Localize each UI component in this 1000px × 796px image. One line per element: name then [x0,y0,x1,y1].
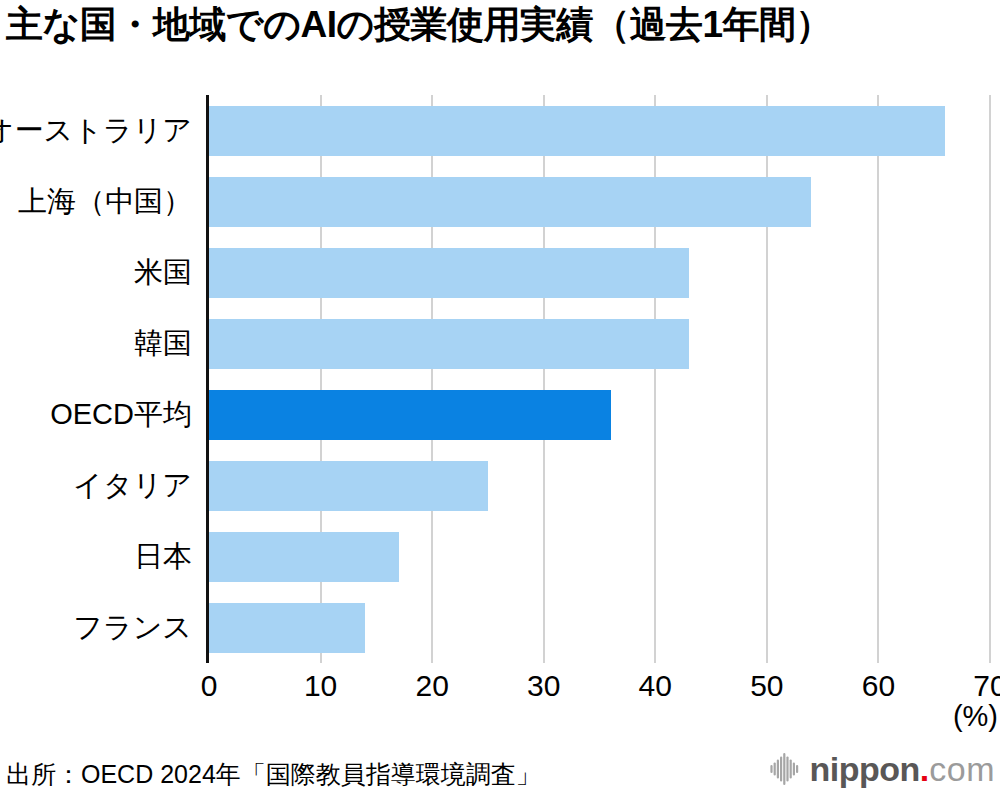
category-label-france: フランス [0,592,192,663]
bar-italy [209,461,488,511]
x-tick-label-0: 0 [201,671,218,701]
infographic-page: 主な国・地域でのAIの授業使用実績（過去1年間） オーストラリア上海（中国）米国… [0,0,1000,796]
x-tick-label-60: 60 [862,671,895,701]
bar-france [209,603,365,653]
bar-south-korea [209,319,689,369]
category-label-italy: イタリア [0,450,192,521]
bar-row-usa [209,237,990,308]
bar-australia [209,106,945,156]
bar-japan [209,532,399,582]
x-tick-label-20: 20 [415,671,448,701]
logo-wordmark: nippon.com [810,749,995,789]
category-label-australia: オーストラリア [0,95,192,166]
category-label-shanghai-china: 上海（中国） [0,166,192,237]
bar-row-shanghai-china [209,166,990,237]
bar-shanghai-china [209,177,811,227]
x-tick-label-40: 40 [639,671,672,701]
bar-row-oecd-average [209,379,990,450]
bar-row-south-korea [209,308,990,379]
logo-brand-bold: nippon [810,750,920,788]
x-tick-label-50: 50 [750,671,783,701]
category-label-oecd-average: OECD平均 [0,379,192,450]
category-label-japan: 日本 [0,521,192,592]
category-label-column: オーストラリア上海（中国）米国韓国OECD平均イタリア日本フランス [0,95,192,663]
chart-title: 主な国・地域でのAIの授業使用実績（過去1年間） [6,0,832,50]
x-tick-label-70: 70 [973,671,1000,701]
category-label-usa: 米国 [0,237,192,308]
bar-usa [209,248,689,298]
plot-area [206,95,990,663]
logo-brand-light: com [929,750,995,788]
bar-row-australia [209,95,990,166]
x-tick-label-30: 30 [527,671,560,701]
source-note: 出所：OECD 2024年「国際教員指導環境調査」 [6,758,541,791]
nippon-logo: nippon.com [770,747,995,791]
waveform-icon [770,751,800,787]
x-axis-ticks: 010203040506070 [209,671,990,703]
bar-row-france [209,592,990,663]
bar-row-japan [209,521,990,592]
logo-brand-dot: . [920,750,929,788]
bar-row-italy [209,450,990,521]
category-label-south-korea: 韓国 [0,308,192,379]
x-axis-unit-label: (%) [953,701,998,731]
bar-oecd-average [209,390,611,440]
x-tick-label-10: 10 [304,671,337,701]
